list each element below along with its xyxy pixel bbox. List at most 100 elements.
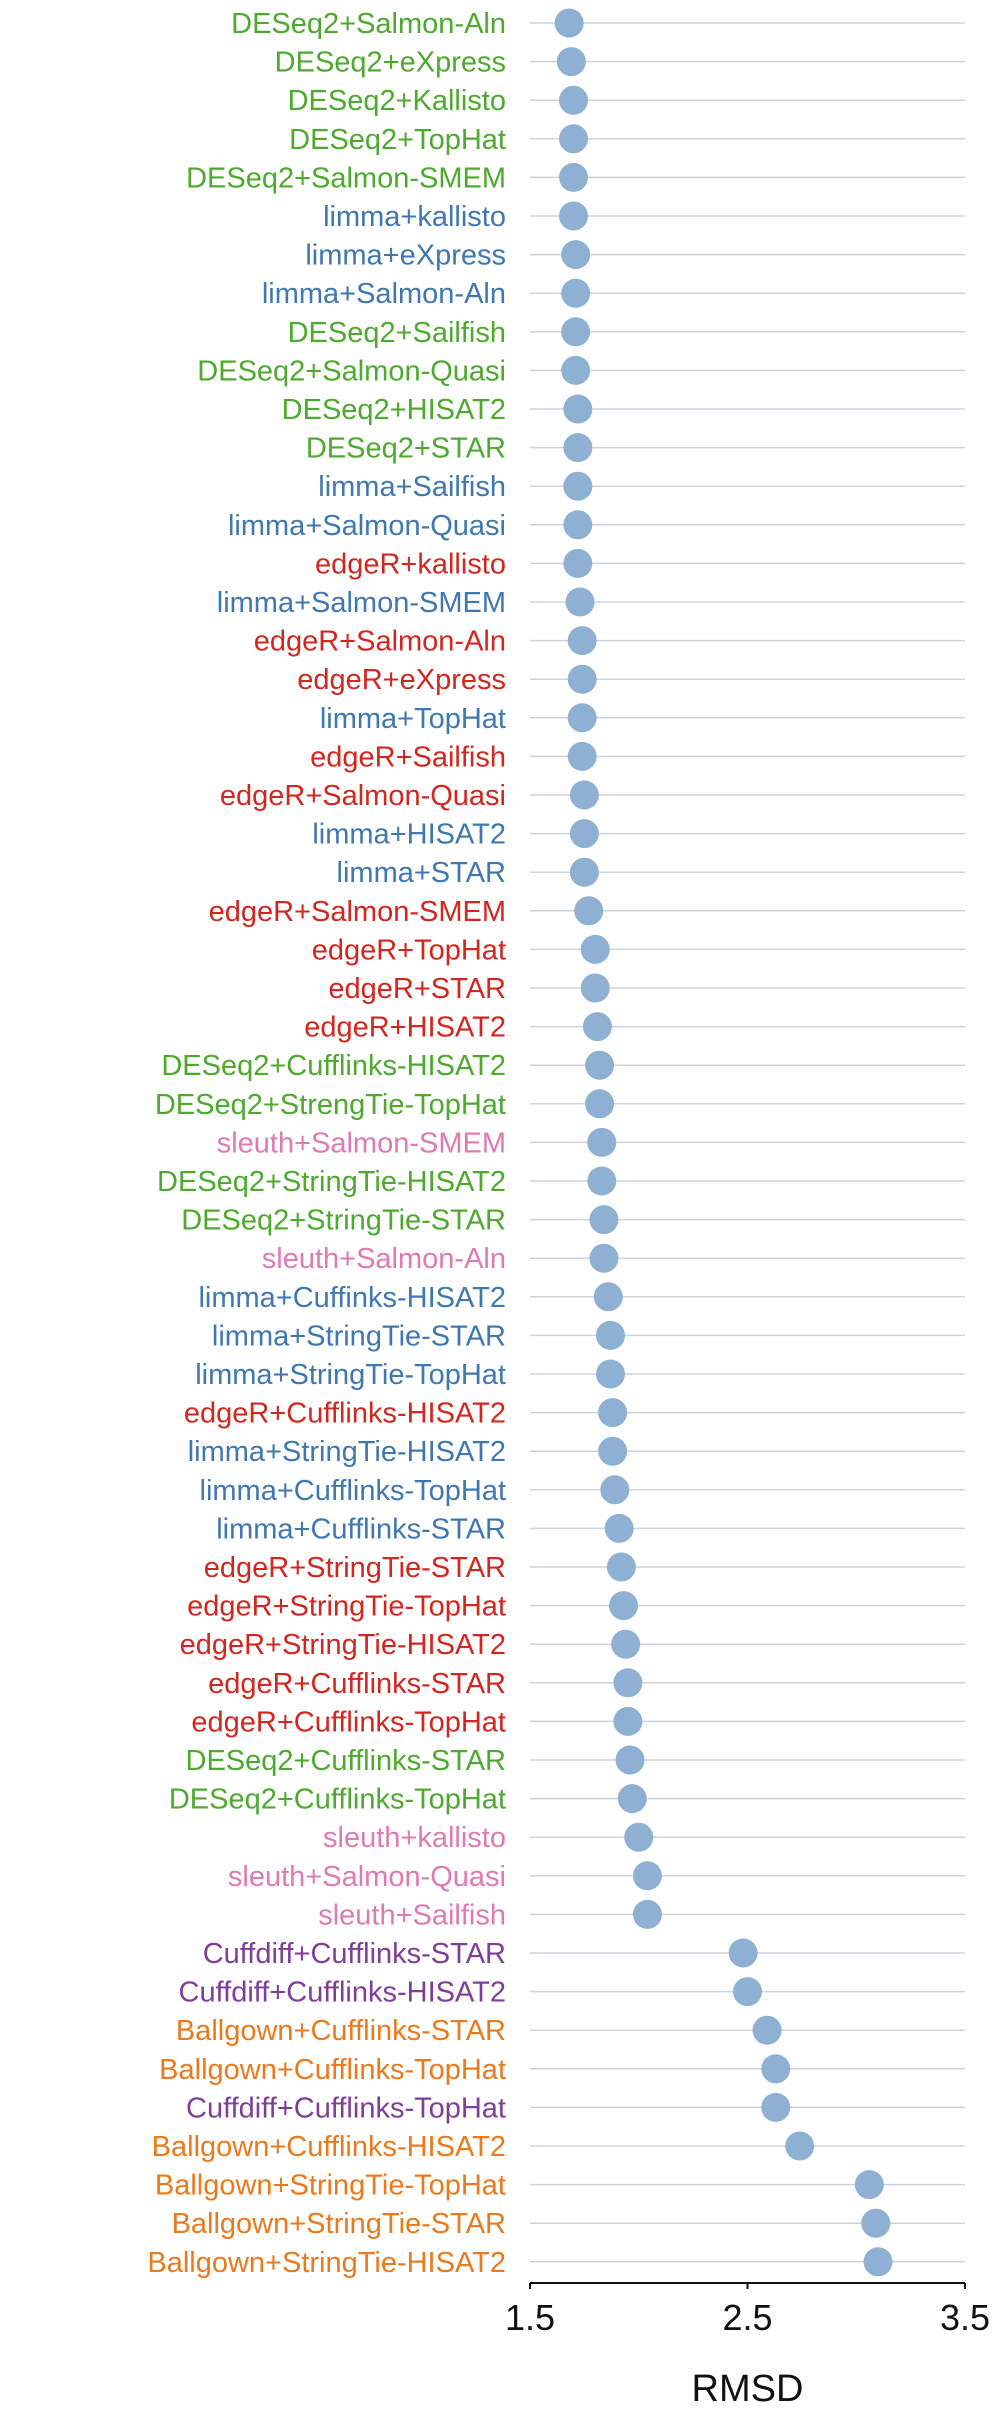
category-label: edgeR+kallisto xyxy=(315,548,506,580)
data-points xyxy=(554,8,893,2277)
category-label: limma+StringTie-TopHat xyxy=(195,1359,506,1391)
category-label: DESeq2+HISAT2 xyxy=(282,394,506,426)
category-label: sleuth+Salmon-Aln xyxy=(262,1243,506,1275)
category-labels: DESeq2+Salmon-Aln DESeq2+eXpress DESeq2+Ka… xyxy=(147,8,506,2279)
category-label: edgeR+StringTie-TopHat xyxy=(187,1591,506,1623)
category-label: limma+Salmon-Aln xyxy=(262,278,506,310)
data-point xyxy=(733,1977,762,2007)
data-point xyxy=(752,2015,782,2045)
category-label: Ballgown+StringTie-TopHat xyxy=(155,2170,506,2202)
data-point xyxy=(567,664,597,694)
category-label: limma+Cufflinks-TopHat xyxy=(200,1475,506,1507)
data-point xyxy=(561,355,591,385)
category-label: limma+HISAT2 xyxy=(312,819,506,851)
category-label: edgeR+Cufflinks-STAR xyxy=(208,1668,506,1700)
category-label: edgeR+Salmon-Quasi xyxy=(220,780,506,812)
data-point xyxy=(559,124,588,154)
category-label: limma+Cuffinks-HISAT2 xyxy=(198,1282,506,1314)
data-point xyxy=(595,1359,625,1389)
data-point xyxy=(604,1513,634,1543)
category-label: DESeq2+Cufflinks-HISAT2 xyxy=(161,1050,506,1082)
category-label: DESeq2+Cufflinks-STAR xyxy=(186,1745,506,1777)
data-point xyxy=(585,1089,615,1119)
category-label: limma+Salmon-Quasi xyxy=(228,510,506,542)
data-point xyxy=(632,1861,662,1891)
category-label: limma+TopHat xyxy=(320,703,506,735)
category-label: Ballgown+Cufflinks-STAR xyxy=(176,2015,506,2047)
category-label: DESeq2+TopHat xyxy=(289,124,506,156)
category-label: edgeR+TopHat xyxy=(312,934,506,966)
data-point xyxy=(561,240,591,270)
category-label: limma+STAR xyxy=(337,857,506,889)
category-label: edgeR+StringTie-STAR xyxy=(204,1552,506,1584)
data-point xyxy=(593,1282,623,1312)
gridlines xyxy=(530,22,965,2263)
data-point xyxy=(556,47,586,77)
data-point xyxy=(567,741,597,771)
data-point xyxy=(563,510,593,540)
data-point xyxy=(761,2092,791,2122)
data-point xyxy=(569,780,599,810)
data-point xyxy=(585,1050,615,1080)
category-label: edgeR+STAR xyxy=(328,973,506,1005)
category-label: edgeR+Salmon-Aln xyxy=(254,626,506,658)
category-label: Ballgown+StringTie-HISAT2 xyxy=(147,2247,506,2279)
x-tick-label: 1.5 xyxy=(505,2297,555,2338)
x-tick-label: 2.5 xyxy=(722,2297,772,2338)
category-label: limma+StringTie-HISAT2 xyxy=(188,1436,506,1468)
x-tick-label: 3.5 xyxy=(940,2297,990,2338)
category-label: sleuth+Salmon-SMEM xyxy=(217,1127,506,1159)
category-label: Ballgown+Cufflinks-HISAT2 xyxy=(152,2131,506,2163)
data-point xyxy=(563,433,593,463)
data-point xyxy=(632,1899,662,1929)
data-point xyxy=(861,2208,891,2238)
data-point xyxy=(561,278,591,308)
data-point xyxy=(563,471,593,501)
category-label: edgeR+Salmon-SMEM xyxy=(209,896,506,928)
category-label: edgeR+Cufflinks-TopHat xyxy=(191,1706,506,1738)
category-label: limma+Salmon-SMEM xyxy=(217,587,506,619)
data-point xyxy=(854,2170,884,2200)
category-label: edgeR+eXpress xyxy=(297,664,506,696)
category-label: edgeR+Cufflinks-HISAT2 xyxy=(184,1398,506,1430)
category-label: edgeR+Sailfish xyxy=(310,741,506,773)
category-label: DESeq2+Salmon-Aln xyxy=(231,8,506,40)
data-point xyxy=(611,1629,641,1659)
data-point xyxy=(589,1205,619,1235)
data-point xyxy=(598,1398,628,1428)
data-point xyxy=(580,973,610,1003)
category-label: sleuth+kallisto xyxy=(323,1822,506,1854)
category-label: DESeq2+StrengTie-TopHat xyxy=(155,1089,506,1121)
data-point xyxy=(589,1243,619,1273)
category-label: Cuffdiff+Cufflinks-TopHat xyxy=(186,2092,506,2124)
category-label: DESeq2+StringTie-HISAT2 xyxy=(157,1166,506,1198)
data-point xyxy=(559,162,588,192)
data-point xyxy=(569,819,599,849)
category-label: DESeq2+Sailfish xyxy=(288,317,506,349)
data-point xyxy=(595,1320,625,1350)
data-point xyxy=(559,85,588,115)
data-point xyxy=(582,1012,612,1042)
data-point xyxy=(567,626,597,656)
data-point xyxy=(761,2054,791,2084)
category-label: DESeq2+STAR xyxy=(306,433,506,465)
data-point xyxy=(624,1822,654,1852)
category-label: Cuffdiff+Cufflinks-HISAT2 xyxy=(179,1977,506,2009)
category-label: sleuth+Sailfish xyxy=(318,1899,506,1931)
data-point xyxy=(600,1475,630,1505)
data-point xyxy=(613,1706,643,1736)
data-point xyxy=(598,1436,628,1466)
category-label: DESeq2+Kallisto xyxy=(288,85,506,117)
data-point xyxy=(565,587,595,617)
category-label: limma+eXpress xyxy=(305,240,506,272)
category-label: limma+Cufflinks-STAR xyxy=(216,1513,506,1545)
category-label: DESeq2+Salmon-SMEM xyxy=(186,162,506,194)
data-point xyxy=(563,394,593,424)
data-point xyxy=(561,317,591,347)
x-axis-ticks: 1.5 2.5 3.5 xyxy=(505,2283,990,2338)
category-label: DESeq2+Cufflinks-TopHat xyxy=(169,1784,506,1816)
category-label: Ballgown+StringTie-STAR xyxy=(172,2208,506,2240)
data-point xyxy=(613,1668,643,1698)
category-label: edgeR+StringTie-HISAT2 xyxy=(180,1629,506,1661)
